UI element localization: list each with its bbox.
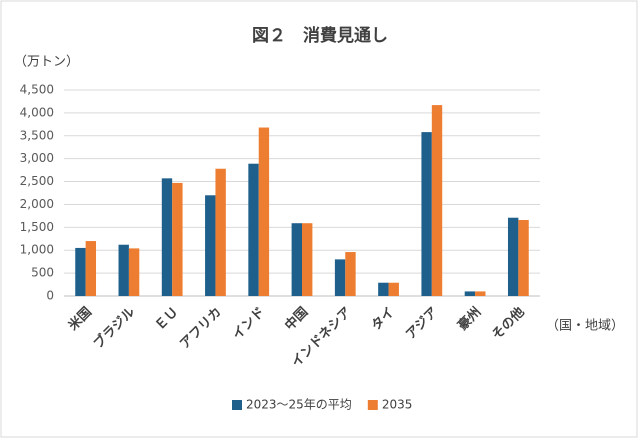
y-tick-label: 2,000 xyxy=(20,197,54,211)
bar xyxy=(334,259,346,296)
bar xyxy=(85,241,97,296)
bar xyxy=(172,182,183,296)
bar xyxy=(215,168,226,296)
bar xyxy=(128,248,140,296)
bar xyxy=(378,282,389,296)
bar xyxy=(507,217,519,296)
bar xyxy=(421,132,432,296)
y-axis-title: （万トン） xyxy=(14,55,79,70)
y-tick-label: 0 xyxy=(46,289,54,303)
bar xyxy=(475,291,486,296)
bar xyxy=(518,220,529,296)
bar xyxy=(161,178,173,296)
y-tick-label: 4,500 xyxy=(20,83,54,97)
bar xyxy=(302,223,313,296)
bar xyxy=(388,282,399,296)
bar xyxy=(248,163,259,296)
y-tick-label: 1,500 xyxy=(20,220,54,234)
y-tick-label: 2,500 xyxy=(20,174,54,188)
bar xyxy=(464,291,476,296)
x-axis-title: （国・地域） xyxy=(546,319,624,334)
y-tick-label: 3,500 xyxy=(20,128,54,142)
chart-title: 図２ 消費見通し xyxy=(252,25,388,46)
bar xyxy=(75,247,86,296)
bar xyxy=(205,195,216,296)
y-tick-label: 500 xyxy=(31,266,54,280)
y-tick-label: 1,000 xyxy=(20,243,54,257)
y-tick-label: 3,000 xyxy=(20,151,54,165)
bar xyxy=(345,252,356,296)
legend-label: 2023～25年の平均 xyxy=(246,398,352,412)
legend-swatch xyxy=(367,400,378,410)
legend-swatch xyxy=(232,400,242,410)
bar xyxy=(431,105,443,297)
bar xyxy=(118,244,129,296)
y-tick-label: 4,000 xyxy=(20,105,54,119)
legend-label: 2035 xyxy=(382,398,413,412)
bar xyxy=(291,223,302,296)
bar xyxy=(258,127,270,296)
